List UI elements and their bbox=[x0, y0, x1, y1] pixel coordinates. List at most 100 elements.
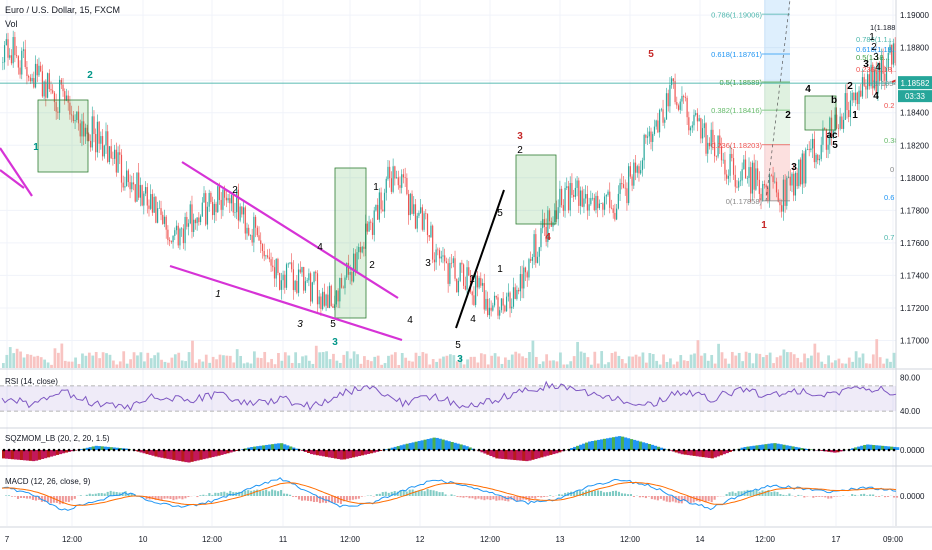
candle-body bbox=[760, 193, 762, 201]
candle-body bbox=[45, 81, 47, 98]
candle-body bbox=[89, 140, 92, 148]
candle bbox=[380, 187, 382, 214]
chart-symbol-title: Euro / U.S. Dollar, 15, FXCM bbox=[5, 5, 120, 15]
candle bbox=[507, 283, 509, 302]
macd-histogram-bar bbox=[187, 496, 190, 498]
candle bbox=[566, 177, 568, 191]
volume-bar bbox=[892, 352, 896, 368]
candle bbox=[438, 247, 441, 266]
candle-body bbox=[796, 172, 798, 187]
candle bbox=[628, 163, 630, 206]
candle bbox=[101, 129, 104, 161]
candle bbox=[308, 268, 310, 287]
volume-bar bbox=[834, 360, 837, 368]
candle bbox=[19, 60, 21, 79]
candle bbox=[808, 141, 810, 157]
candle bbox=[36, 59, 38, 83]
volume-bar bbox=[727, 363, 731, 368]
sqzmom-dot bbox=[642, 448, 646, 452]
price-tick-label: 1.18000 bbox=[900, 174, 929, 183]
candle bbox=[442, 247, 444, 264]
candle-body bbox=[578, 180, 580, 206]
sqzmom-bar bbox=[632, 439, 637, 450]
sqzmom-dot bbox=[467, 448, 471, 452]
volume-bar bbox=[208, 362, 212, 368]
volume-bar bbox=[438, 358, 442, 368]
candle bbox=[789, 169, 791, 192]
sqzmom-bar bbox=[432, 437, 436, 450]
sqzmom-dot bbox=[412, 448, 416, 452]
candle-body bbox=[95, 134, 97, 153]
candle bbox=[744, 150, 747, 179]
candle-body bbox=[359, 246, 362, 253]
sqzmom-bar bbox=[698, 450, 702, 457]
candle bbox=[614, 203, 616, 222]
sqzmom-bar bbox=[740, 447, 744, 450]
candle bbox=[891, 44, 893, 74]
volume-bar bbox=[813, 343, 817, 368]
sqzmom-bar bbox=[226, 450, 230, 454]
candle bbox=[815, 152, 817, 169]
candle-body bbox=[397, 177, 399, 186]
candle bbox=[193, 213, 195, 237]
candle bbox=[490, 300, 492, 317]
candle bbox=[849, 91, 852, 127]
candle bbox=[464, 276, 466, 291]
macd-histogram-bar bbox=[854, 494, 857, 496]
candle bbox=[385, 176, 387, 201]
candle bbox=[454, 250, 456, 282]
fib-zone-blue bbox=[764, 54, 790, 82]
candle bbox=[854, 84, 857, 107]
macd-histogram-bar bbox=[94, 493, 97, 496]
candle-body bbox=[363, 246, 365, 249]
sqzmom-bar bbox=[342, 450, 347, 460]
candle bbox=[340, 273, 343, 289]
sqzmom-bar bbox=[426, 438, 430, 450]
volume-bar bbox=[452, 355, 456, 368]
sqzmom-bar bbox=[453, 442, 457, 450]
candle-body bbox=[475, 275, 477, 305]
candle bbox=[167, 225, 169, 245]
candle-body bbox=[156, 208, 159, 223]
candle bbox=[296, 275, 298, 295]
sqzmom-dot bbox=[852, 448, 856, 452]
candle bbox=[837, 124, 840, 137]
sqzmom-dot bbox=[637, 448, 641, 452]
sqzmom-bar bbox=[614, 436, 619, 450]
candle-body bbox=[107, 131, 109, 162]
macd-histogram-bar bbox=[614, 490, 618, 496]
macd-histogram-bar bbox=[336, 496, 339, 503]
candle-body bbox=[437, 249, 439, 251]
rsi-title: RSI (14, close) bbox=[5, 377, 58, 386]
candle bbox=[378, 188, 380, 223]
candle-body bbox=[239, 206, 241, 221]
candle bbox=[622, 176, 625, 189]
volume-bar bbox=[473, 356, 476, 368]
wave-label: 3 bbox=[457, 354, 463, 365]
candle bbox=[468, 261, 470, 277]
macd-histogram-bar bbox=[259, 491, 262, 496]
candle bbox=[57, 107, 59, 119]
volume-bar bbox=[369, 361, 373, 368]
price-tick-label: 1.17600 bbox=[900, 239, 929, 248]
sqzmom-bar bbox=[369, 450, 374, 454]
sqzmom-bar bbox=[878, 445, 882, 450]
candle bbox=[55, 93, 57, 120]
trend-line-magenta bbox=[0, 169, 25, 189]
candle bbox=[107, 124, 109, 164]
macd-histogram-bar bbox=[498, 496, 501, 501]
candle-body bbox=[757, 168, 759, 180]
candle bbox=[500, 298, 503, 313]
sqzmom-bar bbox=[190, 450, 194, 462]
candle bbox=[626, 182, 628, 211]
candle bbox=[270, 252, 272, 273]
candle bbox=[861, 68, 864, 99]
sqzmom-bar bbox=[402, 444, 406, 450]
candle-body bbox=[648, 131, 650, 137]
candle bbox=[554, 203, 556, 226]
fib-level-label: 0.5(1.18589) bbox=[719, 78, 762, 87]
time-tick-label: 12:00 bbox=[480, 535, 501, 544]
macd-histogram-bar bbox=[61, 496, 64, 504]
macd-histogram-bar bbox=[172, 496, 175, 501]
